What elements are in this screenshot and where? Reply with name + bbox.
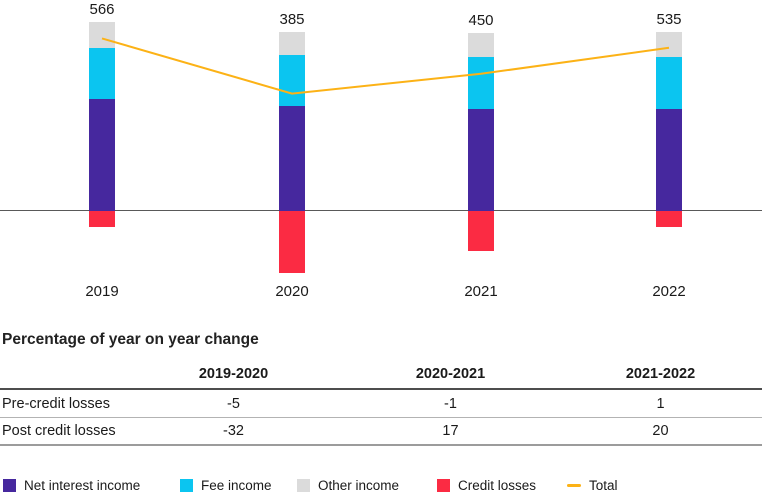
legend-net-interest-income-swatch-icon <box>3 478 16 492</box>
bar-segment-credit-losses-2019 <box>89 211 115 228</box>
bar-segment-fee-income-2021 <box>468 56 494 109</box>
zero-baseline <box>0 210 762 211</box>
bar-segment-net-interest-income-2020 <box>279 105 305 211</box>
yoy-change-table: 2019-2020 2020-2021 2021-2022 Pre-credit lo… <box>0 362 762 446</box>
legend-other-income-swatch-icon <box>297 478 310 492</box>
x-axis-label-2022: 2022 <box>652 283 686 300</box>
legend-item-fee-income: Fee income <box>180 477 272 493</box>
legend-credit-losses-swatch-icon <box>437 478 450 492</box>
table-cell-post-credit-losses-2021-2022: 20 <box>559 418 762 446</box>
bar-segment-other-income-2022 <box>656 31 682 57</box>
stacked-bar-chart: 566 2019 385 2020 450 2021 535 2022 <box>0 1 762 300</box>
bar-segment-fee-income-2020 <box>279 54 305 106</box>
legend-item-other-income: Other income <box>297 477 399 493</box>
legend-label: Total <box>589 477 618 493</box>
bar-segment-credit-losses-2021 <box>468 211 494 252</box>
table-cell-pre-credit-losses-2021-2022: 1 <box>559 390 762 418</box>
bar-segment-net-interest-income-2019 <box>89 98 115 211</box>
table-cell-pre-credit-losses-2019-2020: -5 <box>125 390 342 418</box>
bar-segment-other-income-2019 <box>89 22 115 48</box>
bar-segment-credit-losses-2022 <box>656 211 682 228</box>
legend-label: Net interest income <box>24 477 141 493</box>
table-header-2020-2021: 2020-2021 <box>342 362 559 390</box>
table-cell-post-credit-losses-2020-2021: 17 <box>342 418 559 446</box>
bar-segment-other-income-2021 <box>468 33 494 57</box>
bar-segment-other-income-2020 <box>279 31 305 55</box>
bar-segment-fee-income-2019 <box>89 47 115 99</box>
bar-segment-net-interest-income-2022 <box>656 108 682 211</box>
bar-total-label-2020: 385 <box>279 10 305 28</box>
table-row-label-pre-credit-losses: Pre-credit losses <box>0 390 125 418</box>
bar-segment-fee-income-2022 <box>656 56 682 109</box>
legend-item-credit-losses: Credit losses <box>437 477 536 493</box>
legend-item-net-interest-income: Net interest income <box>3 477 140 493</box>
x-axis-label-2019: 2019 <box>85 283 119 300</box>
table-header-2021-2022: 2021-2022 <box>559 362 762 390</box>
bar-segment-net-interest-income-2021 <box>468 108 494 211</box>
x-axis-label-2021: 2021 <box>464 283 498 300</box>
bar-segment-credit-losses-2020 <box>279 211 305 273</box>
bar-total-label-2019: 566 <box>89 1 115 19</box>
legend-item-total: Total <box>567 477 618 493</box>
table-title: Percentage of year on year change <box>2 331 259 348</box>
table-cell-pre-credit-losses-2020-2021: -1 <box>342 390 559 418</box>
legend-total-line-icon <box>567 483 581 487</box>
table-row-label-post-credit-losses: Post credit losses <box>0 418 125 446</box>
table-header-2019-2020: 2019-2020 <box>125 362 342 390</box>
table-header-empty <box>0 362 125 390</box>
x-axis-label-2020: 2020 <box>275 283 309 300</box>
bar-total-label-2022: 535 <box>656 10 682 28</box>
legend-label: Fee income <box>201 477 272 493</box>
total-line-path <box>101 37 670 95</box>
legend-label: Other income <box>318 477 400 493</box>
bar-total-label-2021: 450 <box>468 12 494 30</box>
legend-fee-income-swatch-icon <box>180 478 193 492</box>
legend-label: Credit losses <box>458 477 537 493</box>
chart-legend: Net interest income Fee income Other incom… <box>0 477 762 493</box>
table-cell-post-credit-losses-2019-2020: -32 <box>125 418 342 446</box>
